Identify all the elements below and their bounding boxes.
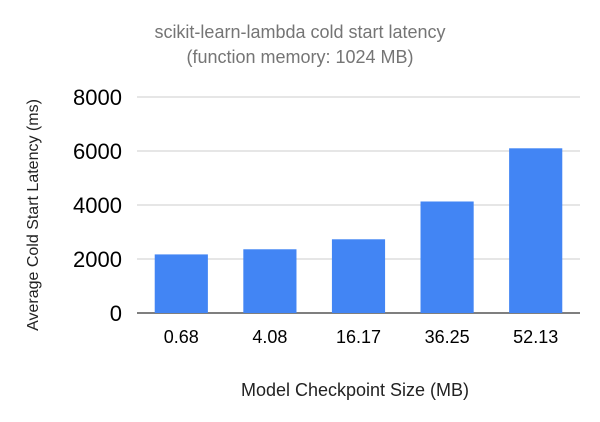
x-tick-label: 36.25 bbox=[425, 327, 470, 347]
chart-subtitle: (function memory: 1024 MB) bbox=[186, 47, 414, 67]
x-axis-label: Model Checkpoint Size (MB) bbox=[241, 380, 469, 400]
bar bbox=[154, 254, 208, 313]
bar bbox=[331, 239, 386, 313]
chart-title: scikit-learn-lambda cold start latency bbox=[154, 22, 446, 42]
bar bbox=[420, 201, 474, 313]
bars bbox=[154, 148, 563, 313]
bar bbox=[243, 249, 297, 313]
y-tick-label: 2000 bbox=[73, 247, 122, 272]
y-tick-label: 6000 bbox=[73, 139, 122, 164]
x-tick-labels: 0.68 4.08 16.17 36.25 52.13 bbox=[164, 327, 558, 347]
x-tick-label: 52.13 bbox=[513, 327, 558, 347]
x-tick-label: 4.08 bbox=[252, 327, 287, 347]
y-tick-label: 0 bbox=[110, 301, 122, 326]
x-tick-label: 0.68 bbox=[164, 327, 199, 347]
y-tick-labels: 0 2000 4000 6000 8000 bbox=[73, 85, 122, 326]
y-tick-label: 4000 bbox=[73, 193, 122, 218]
y-tick-label: 8000 bbox=[73, 85, 122, 110]
x-tick-label: 16.17 bbox=[336, 327, 381, 347]
bar bbox=[509, 148, 563, 313]
y-axis-label: Average Cold Start Latency (ms) bbox=[25, 99, 42, 331]
